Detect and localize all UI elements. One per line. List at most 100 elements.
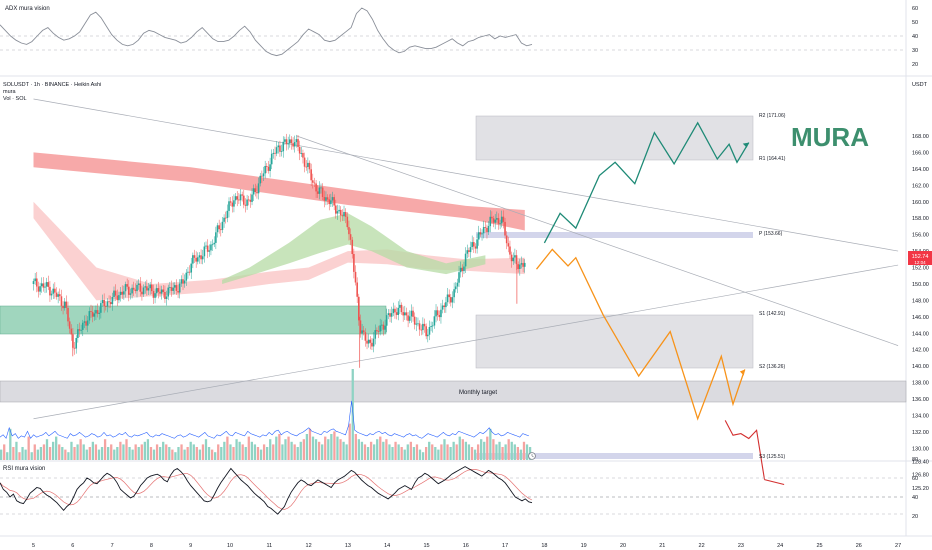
candle-body [146,286,148,291]
candle-body [65,301,68,308]
time-tick-label: 9 [189,543,192,549]
candle-body [236,196,239,200]
price-tick-label: 134.00 [912,413,929,419]
candle-body [249,199,252,202]
volume-bar [229,444,232,460]
candle-body [372,338,375,347]
volume-bar [449,447,452,460]
volume-bar [27,436,30,460]
price-tick-label: 125.20 [912,486,929,492]
candle-body [210,244,212,251]
volume-bar [516,447,519,460]
time-tick-label: 13 [345,543,351,549]
candle-body [492,218,495,223]
candle-body [285,139,288,145]
price-tick-label: 138.00 [912,381,929,387]
rsi-title: RSI mura vision [3,466,45,472]
clock-icon[interactable] [528,452,536,460]
candle-body [440,309,442,318]
pivot-p-box [476,232,753,238]
bearish-arrowhead [739,369,745,376]
candle-body [174,285,176,288]
volume-bar [73,447,76,460]
volume-bar [204,439,208,460]
candle-body [58,294,61,297]
volume-bar [480,439,483,460]
candle-body [326,197,329,200]
trendline [33,98,899,252]
volume-bar [21,447,24,460]
candle-body [510,254,513,262]
adx-title: ADX mura vision [5,6,50,12]
volume-bar [369,441,373,460]
candle-body [114,290,117,296]
currency-label: USDT [912,82,928,88]
volume-bar [238,441,241,460]
time-tick-label: 26 [856,543,862,549]
candle-body [267,166,270,171]
volume-bar [79,439,82,460]
volume-bar [525,444,529,460]
volume-bar [363,444,367,460]
volume-bar [110,444,113,460]
candle-body [213,242,216,245]
candle-body [356,282,358,297]
candle-body [430,326,432,327]
candle-body [182,279,184,284]
volume-bar [495,444,498,460]
volume-bar [244,447,247,460]
candle-body [330,200,332,205]
volume-bar [464,441,468,460]
ma-band-lower [33,201,525,301]
candle-body [458,272,460,283]
volume-bar [296,447,299,460]
candle-body [206,245,209,252]
candle-body [338,209,340,212]
price-tick-label: 160.00 [912,200,929,206]
candle-body [477,232,480,240]
brand-logo: MURA [791,122,869,152]
candle-body [481,233,483,235]
candle-body [341,215,344,217]
candle-body [251,194,253,202]
candle-body [197,257,199,262]
candle-body [144,286,147,288]
volume-bar [513,444,516,460]
volume-bar [434,447,437,460]
price-tick-label: 168.00 [912,134,929,140]
indicator-label: mura [3,89,16,95]
candle-body [75,338,78,349]
volume-bar [394,441,397,460]
candle-body [408,316,411,321]
volume-bar [455,444,458,460]
volume-bar [165,444,168,460]
volume-bar [308,428,312,460]
volume-bar [3,444,6,460]
candle-body [333,197,335,206]
volume-bar [198,449,202,460]
candle-body [423,323,426,327]
candle-body [402,312,404,316]
current-price-value: 152.74 [912,254,929,260]
candle-body [169,287,171,288]
candle-body [433,316,436,326]
rsi-line [0,466,533,515]
candle-body [86,320,89,326]
candle-body [34,278,36,282]
candle-body [364,332,367,341]
candle-body [366,340,368,344]
candle-body [77,329,79,338]
volume-bar [489,428,492,460]
volume-bar [400,447,403,460]
rsi-panel: RSI mura vision 80 60 40 20 [0,457,918,520]
volume-bar [284,439,287,460]
candle-body [131,287,133,294]
price-panel[interactable]: SOLUSDT · 1h · BINANCE · Heikin Ashi mur… [0,82,932,492]
time-axis[interactable]: 5 6 7 8 9 10 11 12 13 14 15 16 17 18 19 20 21 22 23 24 25 26 2… [32,543,901,549]
time-tick-label: 24 [777,543,783,549]
price-tick-label: 152.00 [912,266,929,272]
candle-body [132,287,135,290]
volume-bar [155,444,159,460]
candle-body [515,255,518,265]
